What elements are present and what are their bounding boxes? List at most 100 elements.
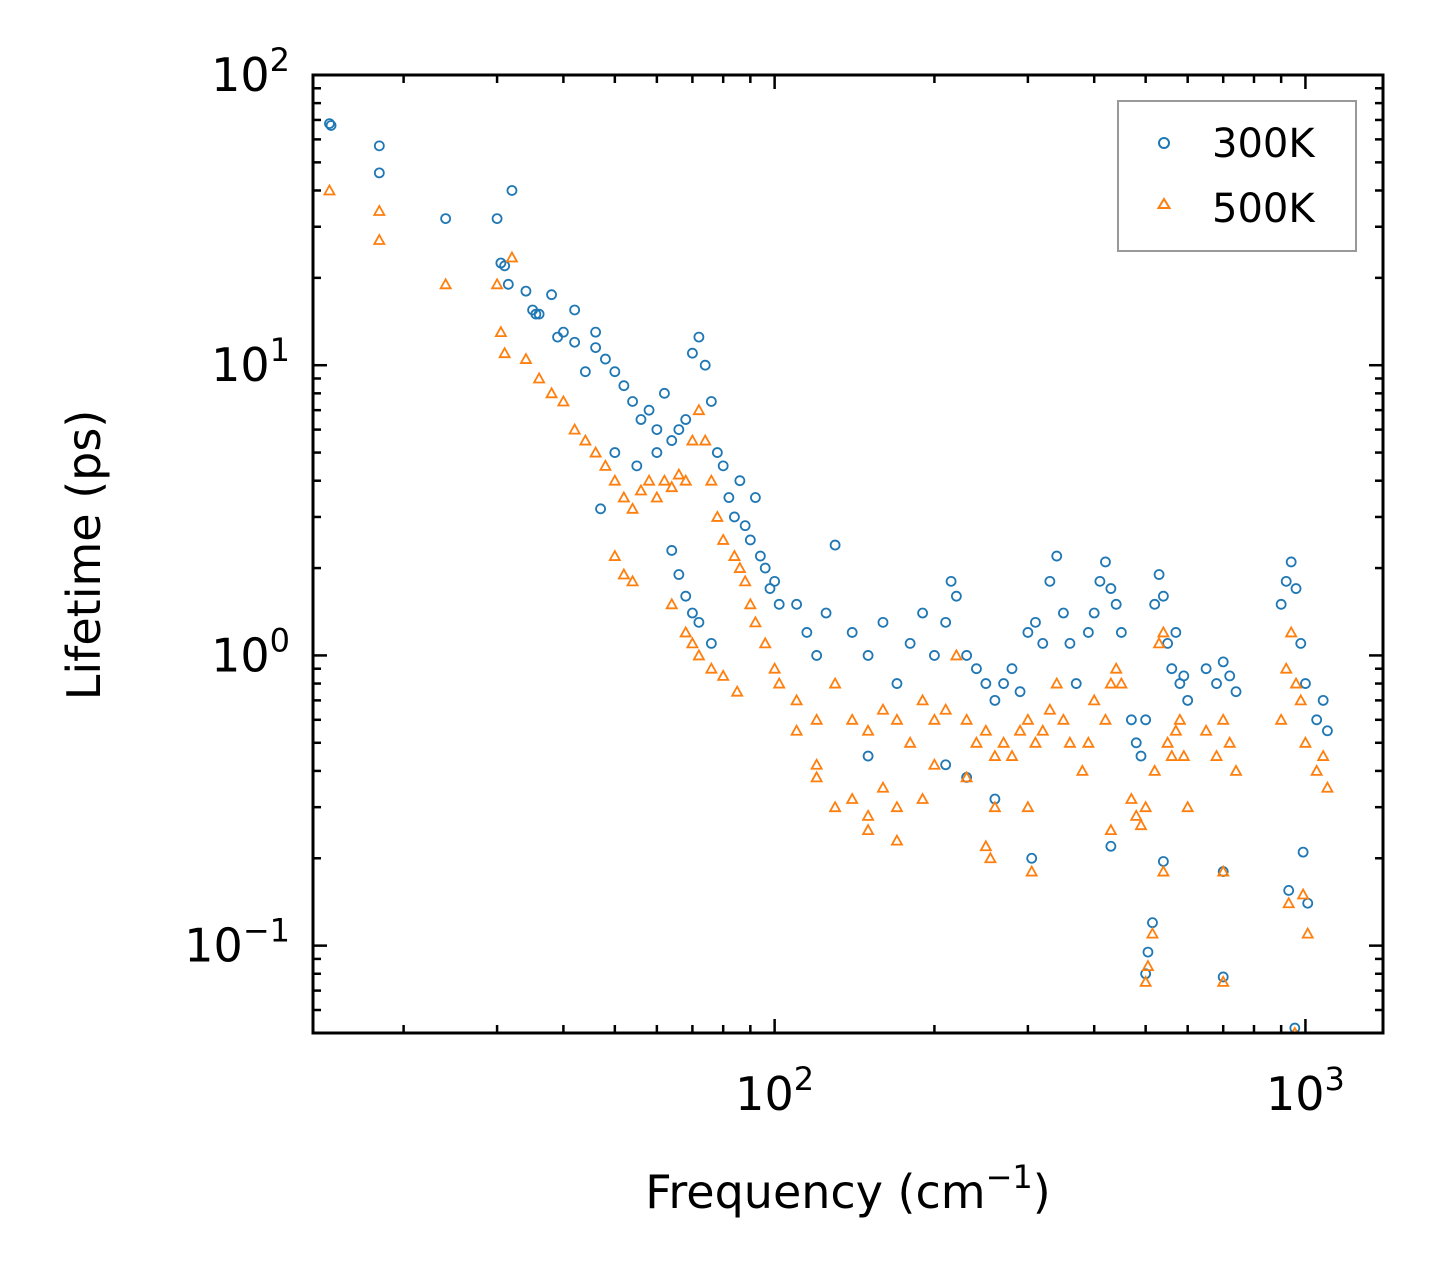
data-point-300k xyxy=(1105,583,1117,594)
data-point-500k xyxy=(545,386,559,399)
data-point-300k xyxy=(1224,670,1236,682)
data-point-300k xyxy=(971,663,982,675)
data-point-300k xyxy=(325,120,337,131)
data-point-500k xyxy=(494,325,508,338)
x-tick-label: 102 xyxy=(735,1060,814,1121)
data-point-500k xyxy=(1043,702,1057,715)
data-point-500k xyxy=(1063,735,1077,748)
data-point-300k xyxy=(961,650,973,661)
x-axis-label: Frequency (cm−1) xyxy=(645,1158,1050,1219)
data-point-300k xyxy=(1026,852,1038,864)
x-tick-label-base: 10 xyxy=(735,1067,794,1121)
data-point-300k xyxy=(627,396,638,407)
data-point-500k xyxy=(876,702,890,715)
data-point-300k xyxy=(609,447,621,458)
data-point-300k xyxy=(1166,663,1178,675)
data-point-300k xyxy=(687,607,698,619)
data-point-300k xyxy=(929,650,940,661)
data-point-300k xyxy=(1088,607,1100,619)
data-point-300k xyxy=(491,213,503,225)
y-tick-label-base: 10 xyxy=(184,919,243,973)
data-point-500k xyxy=(1139,975,1153,987)
data-point-500k xyxy=(1036,723,1050,736)
data-point-300k xyxy=(1211,678,1222,689)
data-point-500k xyxy=(988,800,1002,813)
data-point-300k xyxy=(1285,556,1297,568)
data-point-300k xyxy=(1295,638,1307,649)
data-point-500k xyxy=(1152,636,1166,649)
data-point-500k xyxy=(1129,809,1143,821)
data-point-500k xyxy=(1056,712,1070,725)
data-point-500k xyxy=(1216,864,1230,877)
data-point-500k xyxy=(1104,823,1118,836)
data-point-500k xyxy=(1141,959,1155,972)
data-point-500k xyxy=(1139,800,1153,813)
data-point-300k xyxy=(940,616,952,628)
data-point-300k xyxy=(440,213,452,225)
legend-frame xyxy=(1117,100,1357,252)
data-point-500k xyxy=(1282,896,1296,909)
data-point-500k xyxy=(685,636,699,649)
data-point-300k xyxy=(1022,627,1034,638)
data-point-300k xyxy=(723,492,735,503)
data-point-500k xyxy=(716,669,730,681)
data-point-500k xyxy=(1114,676,1128,689)
data-point-500k xyxy=(679,625,693,638)
data-point-300k xyxy=(651,424,663,435)
data-point-300k xyxy=(773,598,785,610)
data-point-500k xyxy=(505,250,519,263)
data-point-500k xyxy=(730,684,744,697)
data-point-300k xyxy=(717,460,729,472)
data-point-500k xyxy=(1296,887,1310,900)
data-point-500k xyxy=(608,473,622,486)
data-point-300k xyxy=(862,750,874,762)
data-point-300k xyxy=(1030,616,1041,628)
y-tick-label: 10−1 xyxy=(184,912,290,973)
series-300k xyxy=(324,118,1333,1033)
data-point-500k xyxy=(704,473,718,486)
data-point-500k xyxy=(519,352,533,364)
data-point-500k xyxy=(1301,926,1315,939)
data-point-500k xyxy=(1156,864,1170,877)
data-point-300k xyxy=(673,424,685,435)
data-point-300k xyxy=(530,308,542,320)
y-tick-label-exponent: −1 xyxy=(243,912,290,950)
legend-marker-500k xyxy=(1156,197,1172,209)
data-point-300k xyxy=(1200,663,1212,675)
data-point-300k xyxy=(1217,971,1229,983)
plot-area-frame xyxy=(311,73,1385,1035)
data-point-500k xyxy=(845,792,859,804)
data-point-300k xyxy=(750,492,761,503)
data-point-300k xyxy=(729,511,740,523)
data-point-300k xyxy=(980,678,992,689)
data-point-500k xyxy=(1148,764,1162,776)
data-point-300k xyxy=(643,404,655,416)
data-point-500k xyxy=(1284,625,1298,638)
data-point-300k xyxy=(1130,737,1142,749)
data-point-500k xyxy=(738,574,752,587)
data-point-300k xyxy=(801,627,813,638)
data-point-500k xyxy=(698,433,712,446)
data-point-300k xyxy=(1280,575,1292,587)
data-point-500k xyxy=(1124,792,1138,804)
data-point-300k xyxy=(693,616,705,628)
data-point-500k xyxy=(634,483,648,496)
data-point-500k xyxy=(650,490,664,503)
data-point-300k xyxy=(1110,598,1122,610)
x-axis-label-main: Frequency (cm xyxy=(645,1165,985,1219)
data-point-300k xyxy=(680,590,692,602)
data-point-500k xyxy=(1199,723,1213,736)
data-point-300k xyxy=(590,342,602,353)
series-layer xyxy=(322,118,1334,1033)
y-tick-label: 101 xyxy=(211,331,290,392)
data-point-500k xyxy=(790,693,804,706)
data-point-500k xyxy=(1210,749,1224,761)
data-point-300k xyxy=(1170,627,1182,638)
legend-label-300k: 300K xyxy=(1212,121,1316,167)
data-point-500k xyxy=(1028,735,1042,748)
data-point-500k xyxy=(1310,764,1324,776)
data-point-300k xyxy=(1070,678,1082,689)
data-point-500k xyxy=(890,800,904,813)
data-point-500k xyxy=(979,839,993,852)
data-point-500k xyxy=(1320,780,1334,793)
